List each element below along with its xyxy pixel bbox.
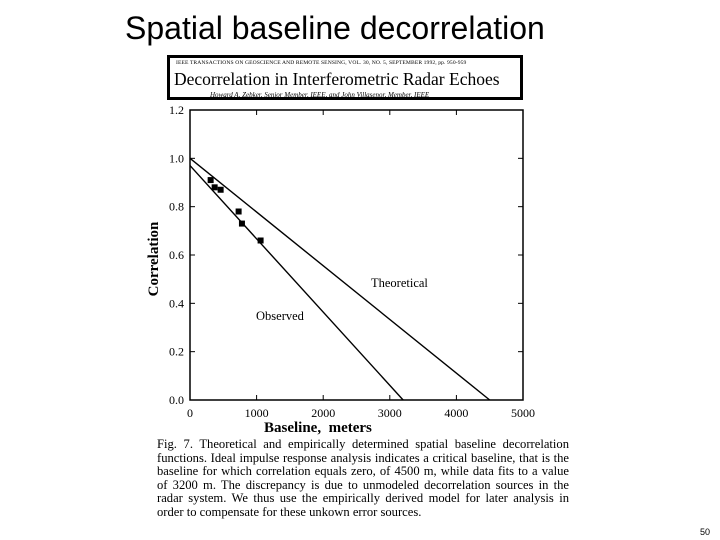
x-axis-title: Baseline, meters [264, 420, 372, 436]
paper-journal-line: IEEE TRANSACTIONS ON GEOSCIENCE AND REMO… [176, 60, 467, 66]
y-tick-label: 0.2 [169, 345, 184, 359]
y-tick-label: 1.2 [169, 103, 184, 117]
x-tick-label: 4000 [444, 406, 468, 420]
paper-header: IEEE TRANSACTIONS ON GEOSCIENCE AND REMO… [167, 55, 523, 100]
series-label-theoretical: Theoretical [371, 276, 428, 290]
y-tick-label: 0.8 [169, 200, 184, 214]
x-tick-label: 2000 [311, 406, 335, 420]
x-tick-label: 3000 [378, 406, 402, 420]
data-point [257, 237, 264, 244]
series-line-theoretical [189, 157, 491, 401]
series-lines [189, 157, 491, 401]
y-tick-label: 0.4 [169, 296, 184, 310]
x-tick-label: 1000 [245, 406, 269, 420]
data-point [235, 208, 242, 215]
paper-title: Decorrelation in Interferometric Radar E… [174, 69, 500, 89]
y-axis: 0.0 0.2 0.4 0.6 0.8 1.0 1.2 [169, 103, 523, 407]
page-number: 50 [700, 527, 711, 537]
data-points [207, 177, 264, 244]
y-tick-label: 0.6 [169, 248, 184, 262]
y-tick-label: 1.0 [169, 151, 184, 165]
plot-frame [189, 109, 524, 401]
paper-authors: Howard A. Zebker, Senior Member, IEEE, a… [210, 91, 430, 99]
data-point [238, 220, 245, 227]
x-axis: 0 1000 2000 3000 4000 5000 [187, 110, 535, 420]
y-tick-label: 0.0 [169, 393, 184, 407]
data-point [217, 186, 224, 193]
figure-caption: Fig. 7. Theoretical and empirically dete… [157, 437, 569, 519]
slide-title: Spatial baseline decorrelation [125, 10, 545, 46]
data-point [207, 177, 214, 184]
x-tick-label: 0 [187, 406, 193, 420]
data-point [211, 184, 218, 191]
series-label-observed: Observed [256, 309, 305, 323]
series-line-observed [189, 165, 404, 401]
x-tick-label: 5000 [511, 406, 535, 420]
y-axis-title: Correlation [146, 221, 162, 296]
